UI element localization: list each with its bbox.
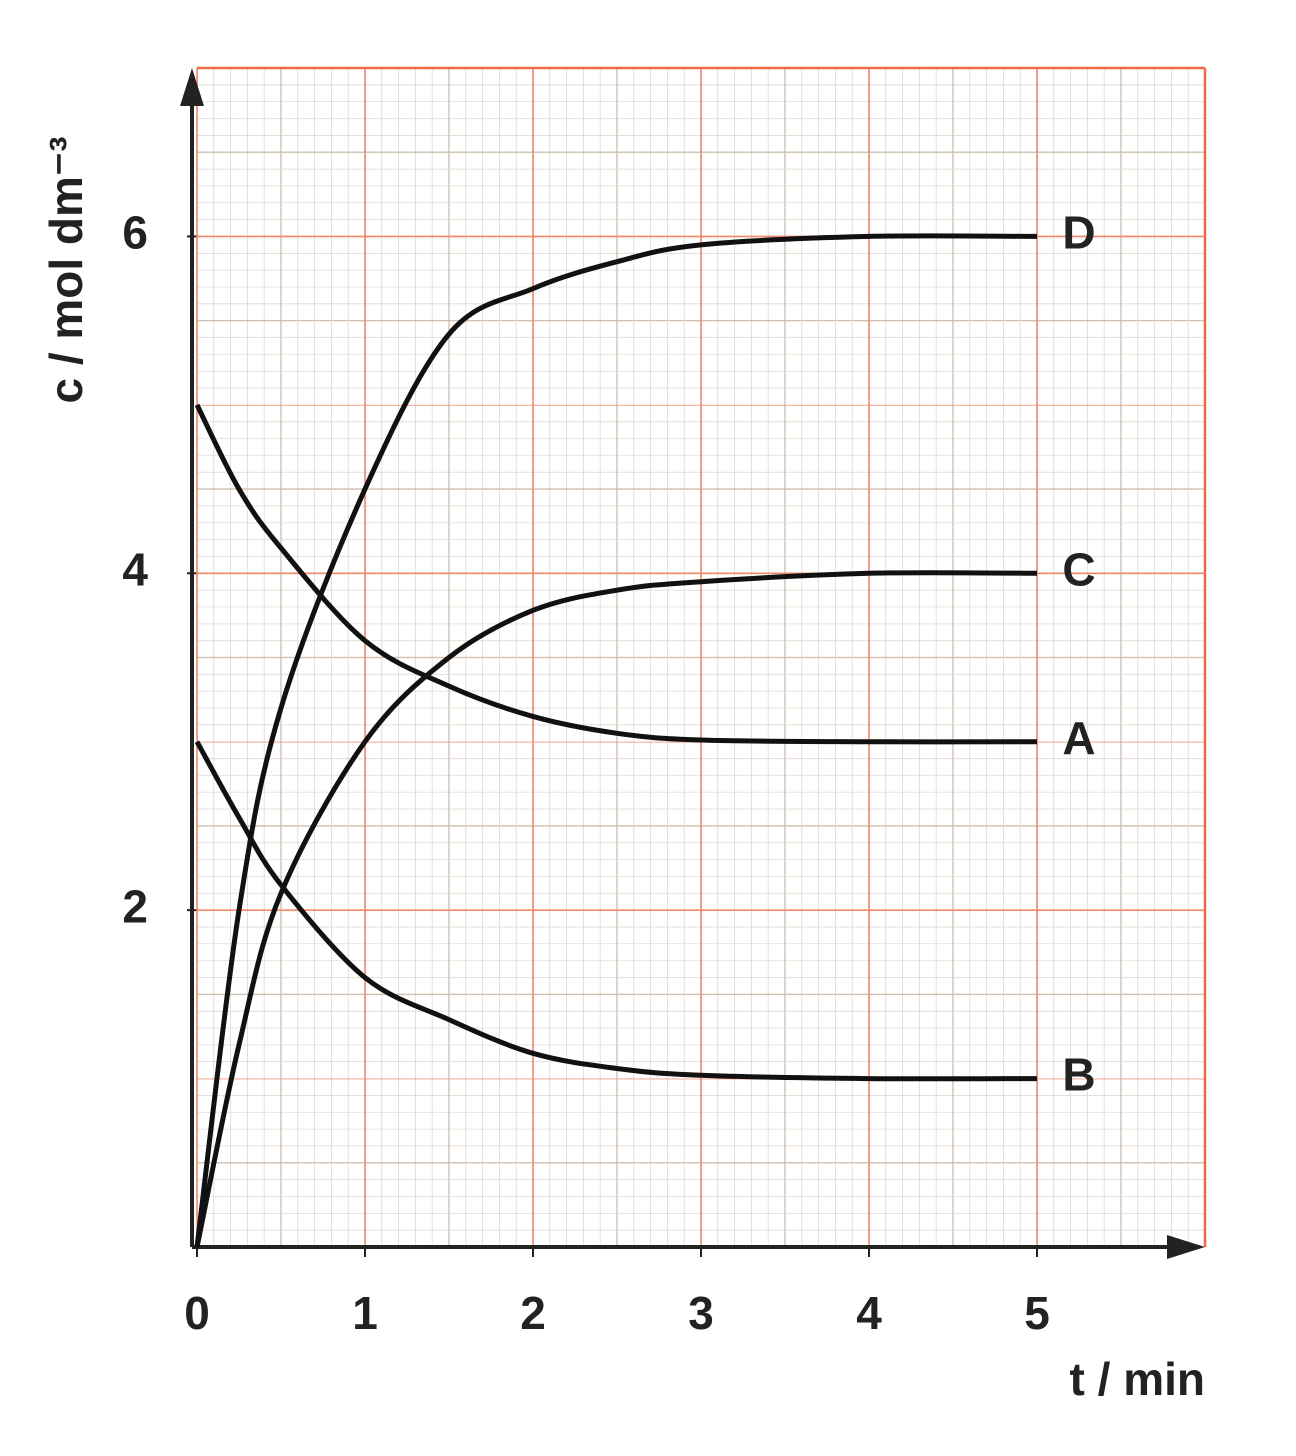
y-axis-label: c / mol dm⁻³ xyxy=(40,136,92,403)
x-tick-label: 2 xyxy=(520,1287,546,1339)
x-tick-label: 1 xyxy=(352,1287,378,1339)
y-tick-label: 6 xyxy=(122,207,148,259)
series-line xyxy=(194,740,1038,1082)
y-tick-label: 2 xyxy=(122,880,148,932)
x-tick-label: 0 xyxy=(184,1287,210,1339)
x-axis-label: t / min xyxy=(1070,1353,1205,1405)
y-axis-arrow xyxy=(180,68,204,106)
series-line xyxy=(194,570,1038,1248)
x-tick-label: 5 xyxy=(1024,1287,1050,1339)
series-label: B xyxy=(1062,1049,1095,1101)
series-line xyxy=(194,403,1038,745)
y-tick-label: 4 xyxy=(122,543,148,595)
series-label: D xyxy=(1062,207,1095,259)
x-tick-label: 4 xyxy=(856,1287,882,1339)
series-line xyxy=(194,233,1038,1248)
series-label: C xyxy=(1062,543,1095,595)
x-tick-label: 3 xyxy=(688,1287,714,1339)
x-axis-arrow xyxy=(1167,1235,1205,1259)
series-label: A xyxy=(1062,712,1095,764)
